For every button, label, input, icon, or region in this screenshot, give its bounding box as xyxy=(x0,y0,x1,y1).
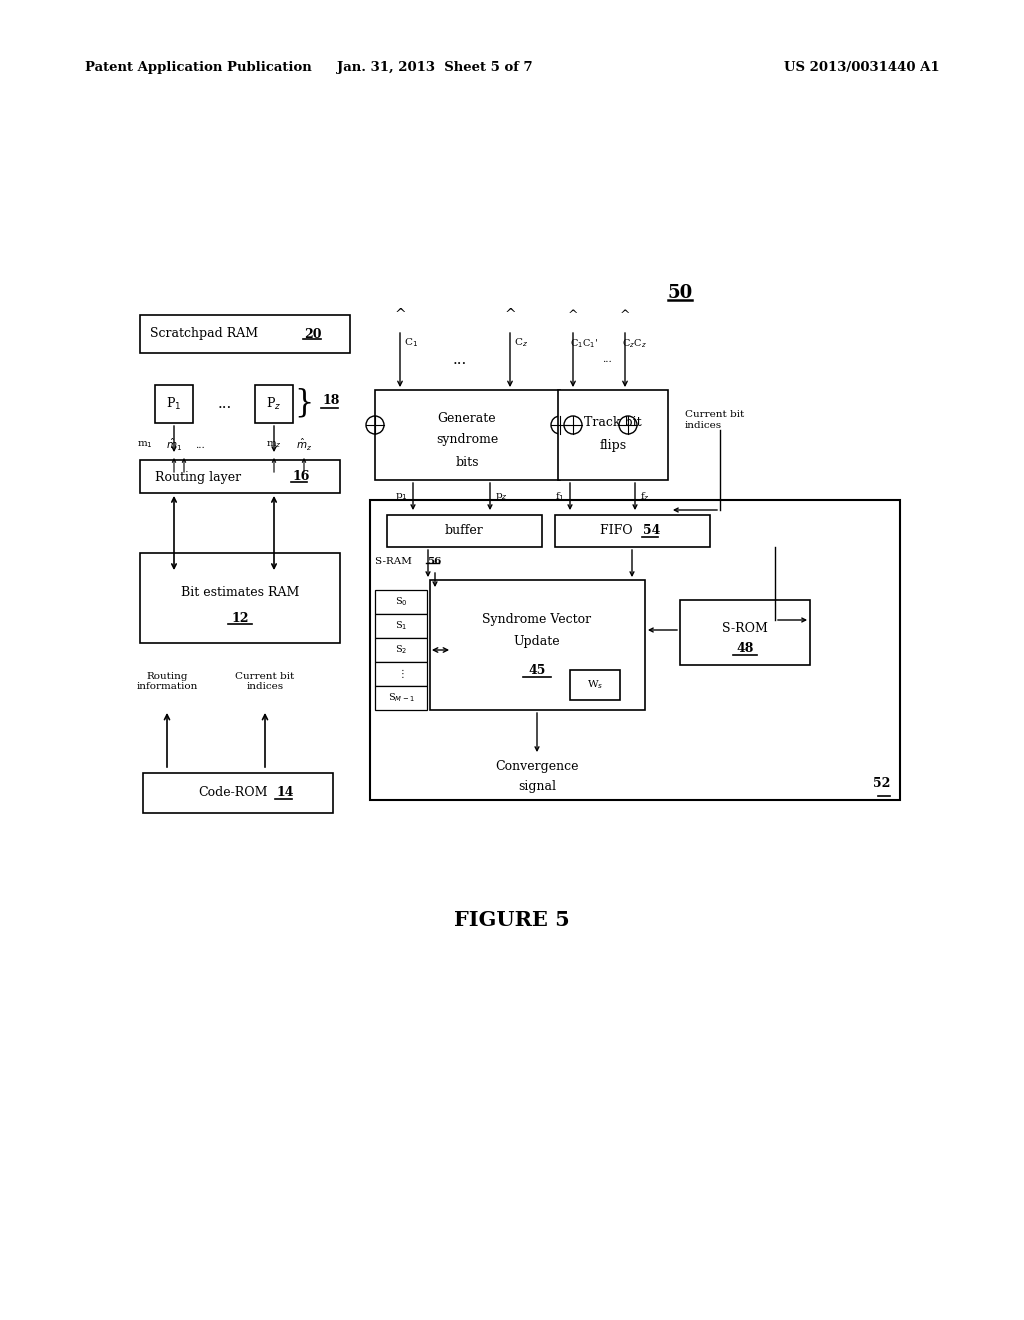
Bar xyxy=(555,515,710,546)
Bar xyxy=(375,686,427,710)
Text: ...: ... xyxy=(218,397,232,411)
Text: C$_1$C$_1$': C$_1$C$_1$' xyxy=(570,337,598,350)
Text: US 2013/0031440 A1: US 2013/0031440 A1 xyxy=(784,62,940,74)
Text: P$_1$: P$_1$ xyxy=(166,396,181,412)
Text: Current bit
indices: Current bit indices xyxy=(685,411,744,430)
Text: Track bit: Track bit xyxy=(584,417,642,429)
Text: Bit estimates RAM: Bit estimates RAM xyxy=(181,586,299,599)
Text: Jan. 31, 2013  Sheet 5 of 7: Jan. 31, 2013 Sheet 5 of 7 xyxy=(337,62,532,74)
Text: $\vdots$: $\vdots$ xyxy=(397,668,404,681)
Bar xyxy=(375,590,427,614)
Text: $\hat{m}_z$: $\hat{m}_z$ xyxy=(296,437,312,453)
Text: 48: 48 xyxy=(736,642,754,655)
Bar xyxy=(143,774,333,813)
Bar xyxy=(255,385,293,422)
Text: 18: 18 xyxy=(323,393,340,407)
Text: 45: 45 xyxy=(528,664,546,676)
Text: f$_1$: f$_1$ xyxy=(555,491,565,503)
Text: 52: 52 xyxy=(872,777,890,789)
Text: C$_1$: C$_1$ xyxy=(404,337,418,348)
Bar xyxy=(680,601,810,665)
Bar xyxy=(430,579,645,710)
Text: buffer: buffer xyxy=(444,524,483,537)
Text: P$_z$: P$_z$ xyxy=(266,396,282,412)
Text: C$_z$: C$_z$ xyxy=(514,337,528,348)
Text: S-RAM: S-RAM xyxy=(375,557,415,566)
Text: S$_{M-1}$: S$_{M-1}$ xyxy=(388,692,415,705)
Text: }: } xyxy=(294,388,313,418)
Text: Scratchpad RAM: Scratchpad RAM xyxy=(150,327,262,341)
Text: Generate: Generate xyxy=(437,412,497,425)
Text: ...: ... xyxy=(602,355,612,364)
Text: ...: ... xyxy=(443,490,457,504)
Text: Routing
information: Routing information xyxy=(136,672,198,692)
Text: ^: ^ xyxy=(620,309,630,322)
Text: Routing layer: Routing layer xyxy=(155,470,245,483)
Text: 12: 12 xyxy=(231,611,249,624)
Bar xyxy=(570,671,620,700)
Text: Current bit
indices: Current bit indices xyxy=(236,672,295,692)
Text: FIFO: FIFO xyxy=(600,524,637,537)
Text: C$_z$C$_z$: C$_z$C$_z$ xyxy=(622,337,647,350)
Text: 16: 16 xyxy=(292,470,309,483)
Text: 14: 14 xyxy=(276,787,294,800)
Text: ...: ... xyxy=(599,490,611,504)
Text: $\hat{m}_1$: $\hat{m}_1$ xyxy=(166,437,182,453)
Bar xyxy=(155,385,193,422)
Text: Convergence: Convergence xyxy=(496,760,579,774)
Text: S$_2$: S$_2$ xyxy=(395,644,408,656)
Bar xyxy=(140,315,350,352)
Text: syndrome: syndrome xyxy=(436,433,498,446)
Text: S-ROM: S-ROM xyxy=(722,622,768,635)
Bar xyxy=(140,553,340,643)
Text: Code-ROM: Code-ROM xyxy=(198,787,267,800)
Text: p$_1$: p$_1$ xyxy=(395,491,408,503)
Text: FIGURE 5: FIGURE 5 xyxy=(454,909,570,931)
Text: S$_1$: S$_1$ xyxy=(395,619,408,632)
Text: ...: ... xyxy=(196,441,205,450)
Bar xyxy=(375,389,560,480)
Text: signal: signal xyxy=(518,780,556,793)
Bar xyxy=(375,614,427,638)
Text: 54: 54 xyxy=(643,524,660,537)
Bar xyxy=(387,515,542,546)
Text: p$_z$: p$_z$ xyxy=(495,491,508,503)
Text: ^: ^ xyxy=(394,308,406,322)
Text: S$_0$: S$_0$ xyxy=(394,595,408,609)
Text: ^: ^ xyxy=(567,309,579,322)
Text: ^: ^ xyxy=(504,308,516,322)
Text: m$_z$: m$_z$ xyxy=(266,440,282,450)
Text: 20: 20 xyxy=(304,327,322,341)
Text: W$_s$: W$_s$ xyxy=(587,678,603,692)
Bar xyxy=(140,459,340,492)
Text: 56: 56 xyxy=(427,557,441,566)
Text: f$_z$: f$_z$ xyxy=(640,491,650,503)
Text: ...: ... xyxy=(453,352,467,367)
Text: Syndrome Vector: Syndrome Vector xyxy=(482,614,592,627)
Text: m$_1$: m$_1$ xyxy=(137,440,153,450)
Text: 50: 50 xyxy=(668,284,692,302)
Text: Update: Update xyxy=(514,635,560,648)
Text: flips: flips xyxy=(599,438,627,451)
Text: bits: bits xyxy=(456,455,479,469)
Bar xyxy=(375,663,427,686)
Bar xyxy=(375,638,427,663)
Bar xyxy=(370,500,900,800)
Bar xyxy=(558,389,668,480)
Text: Patent Application Publication: Patent Application Publication xyxy=(85,62,311,74)
